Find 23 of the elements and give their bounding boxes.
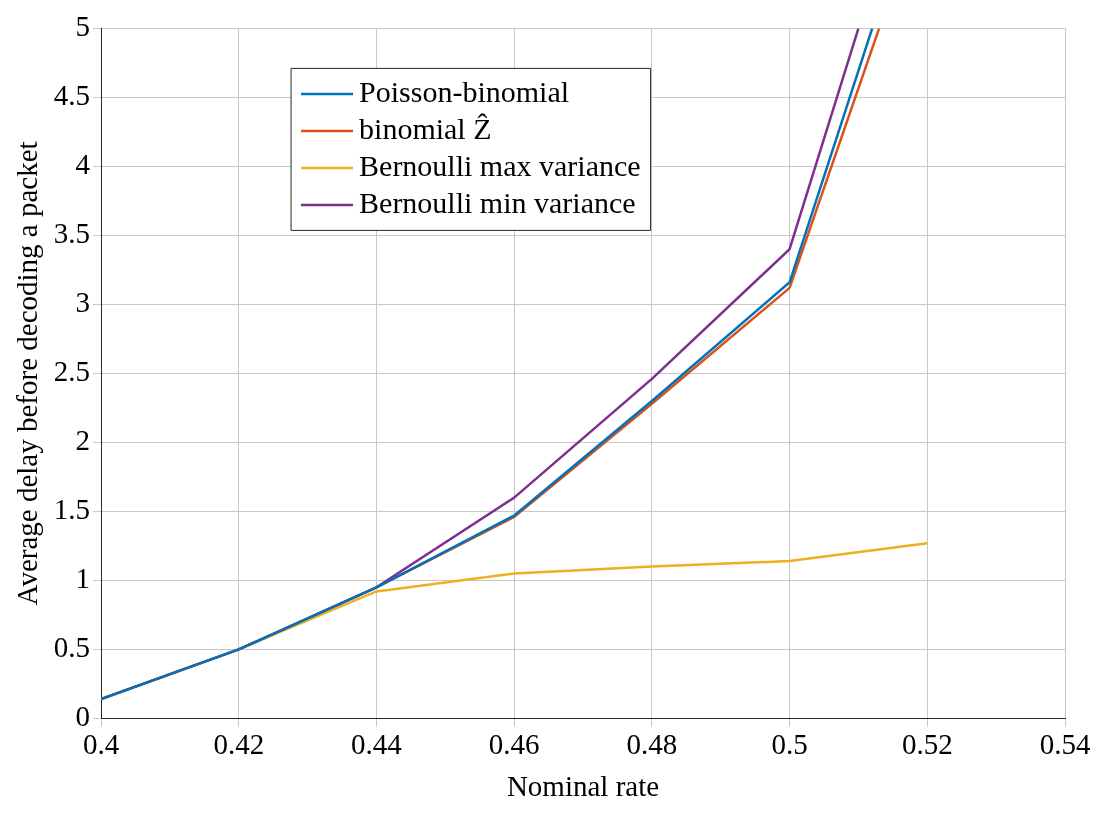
legend-label: Bernoulli min variance bbox=[359, 185, 636, 219]
y-tick-label: 1.5 bbox=[53, 493, 91, 526]
legend-label: Bernoulli max variance bbox=[359, 148, 641, 182]
legend-label: binomial Ẑ bbox=[359, 111, 492, 145]
x-tick-label: 0.46 bbox=[488, 728, 540, 761]
x-tick-label: 0.42 bbox=[213, 728, 265, 761]
y-tick-label: 2 bbox=[75, 424, 91, 457]
y-tick-label: 4 bbox=[75, 148, 91, 181]
x-tick-label: 0.5 bbox=[771, 728, 808, 761]
y-tick-label: 5 bbox=[75, 10, 91, 43]
x-tick-label: 0.54 bbox=[1039, 728, 1091, 761]
y-tick-label: 2.5 bbox=[53, 355, 91, 388]
x-tick-label: 0.44 bbox=[351, 728, 403, 761]
y-tick-label: 4.5 bbox=[53, 79, 91, 112]
y-tick-label: 1 bbox=[75, 562, 91, 595]
legend-label: Poisson-binomial bbox=[359, 74, 570, 108]
y-tick-label: 3.5 bbox=[53, 217, 91, 250]
x-tick-label: 0.52 bbox=[901, 728, 953, 761]
y-tick-label: 0.5 bbox=[53, 631, 91, 664]
y-tick-label: 3 bbox=[75, 286, 91, 319]
x-tick-label: 0.48 bbox=[626, 728, 678, 761]
y-axis-title: Average delay before decoding a packet bbox=[11, 141, 44, 606]
x-axis-title: Nominal rate bbox=[506, 770, 660, 803]
